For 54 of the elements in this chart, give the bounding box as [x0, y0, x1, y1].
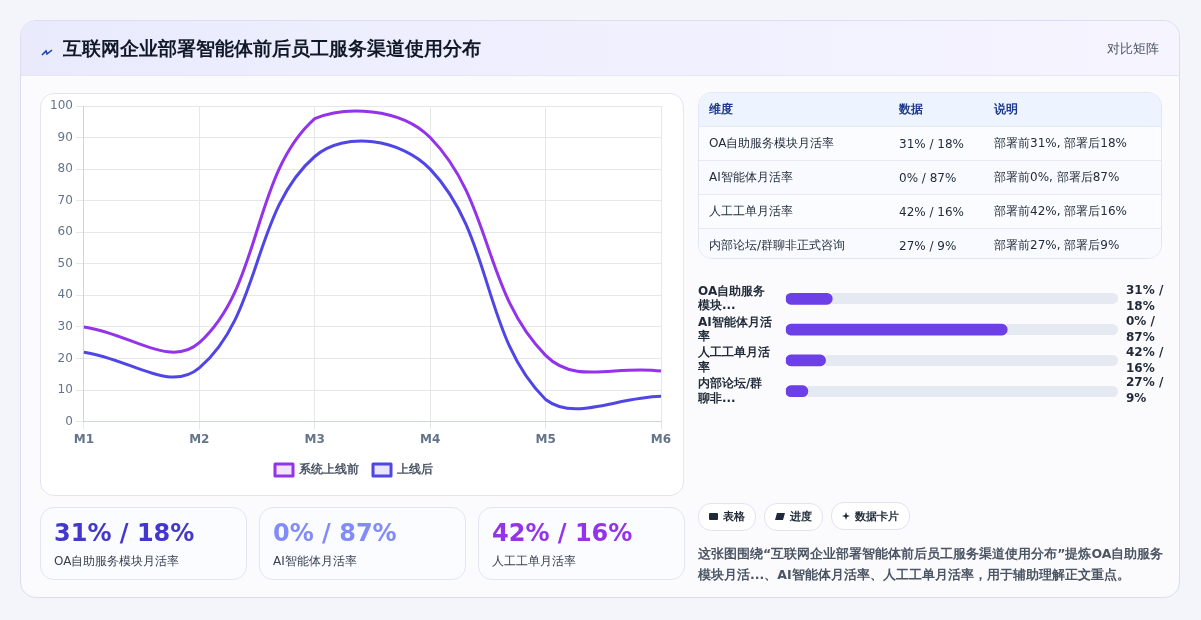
y-tick-label: 内部论坛/群聊非...: [697, 376, 763, 405]
y-tick-label: 60: [57, 224, 73, 239]
text: 42% / 16%: [889, 194, 984, 229]
y-tick-label: 100: [50, 98, 73, 113]
text: OA自助服务模块月活率: [54, 553, 180, 570]
text: 人工工单月活率: [492, 553, 576, 570]
x-tick-label: M2: [189, 431, 210, 446]
y-tick-label: AI智能体月活率: [697, 314, 772, 343]
text: 0% / 87%: [273, 519, 397, 547]
x-tick-label: M3: [304, 431, 325, 446]
bar: [785, 354, 826, 367]
text: 部署前31%, 部署后18%: [984, 126, 1161, 161]
y-tick-label: 30: [57, 319, 73, 334]
y-tick-label: 40: [57, 287, 73, 302]
legend-label: 上线后: [396, 462, 433, 477]
text: 进度: [790, 509, 812, 524]
text: 31% / 18%: [54, 519, 195, 547]
text: 互联网企业部署智能体前后员工服务渠道使用分布: [63, 36, 481, 61]
text: 31% / 18%: [889, 126, 984, 161]
text: 数据卡片: [855, 508, 899, 524]
text: 部署前27%, 部署后9%: [993, 237, 1121, 254]
bar: [785, 292, 833, 305]
y-tick-label: 0: [65, 413, 73, 428]
text: 27% / 9%: [1126, 375, 1164, 406]
y-tick-label: 20: [57, 350, 73, 365]
y-tick-label: 90: [57, 129, 73, 144]
y-tick-label: 人工工单月活率: [697, 345, 770, 374]
x-tick-label: M5: [535, 431, 556, 446]
text: 表格: [723, 509, 745, 524]
y-tick-label: 80: [57, 161, 73, 176]
x-tick-label: M4: [420, 431, 441, 446]
y-tick-label: 50: [57, 255, 73, 270]
text: 部署前0%, 部署后87%: [984, 160, 1161, 195]
text: OA自助服务模块月活率: [699, 126, 889, 161]
text: 对比矩阵: [1107, 40, 1159, 58]
text: 部署前42%, 部署后16%: [984, 194, 1161, 229]
text: AI智能体月活率: [273, 553, 357, 570]
y-tick-label: OA自助服务模块...: [697, 283, 766, 313]
text: 数据: [889, 93, 984, 127]
text: 0% / 87%: [1126, 313, 1156, 344]
x-tick-label: M1: [73, 431, 95, 446]
legend-label: 系统上线前: [298, 462, 359, 477]
text: 内部论坛/群聊非正式咨询: [708, 237, 847, 254]
text: 31% / 18%: [1126, 282, 1164, 313]
text: 42% / 16%: [1126, 344, 1164, 375]
text: 这张图围绕“互联网企业部署智能体前后员工服务渠道使用分布”提炼OA自助服务模块月活...、AI智能体月活率、人工工单月活率，用于辅助理解正文重点。: [698, 545, 1165, 584]
y-tick-label: 10: [57, 382, 73, 397]
text: 维度: [699, 93, 889, 127]
x-tick-label: M6: [650, 431, 672, 446]
text: 27% / 9%: [898, 237, 958, 255]
text: 说明: [984, 93, 1161, 127]
text: 42% / 16%: [492, 519, 633, 547]
y-tick-label: 70: [57, 192, 73, 207]
text: 0% / 87%: [889, 160, 984, 195]
